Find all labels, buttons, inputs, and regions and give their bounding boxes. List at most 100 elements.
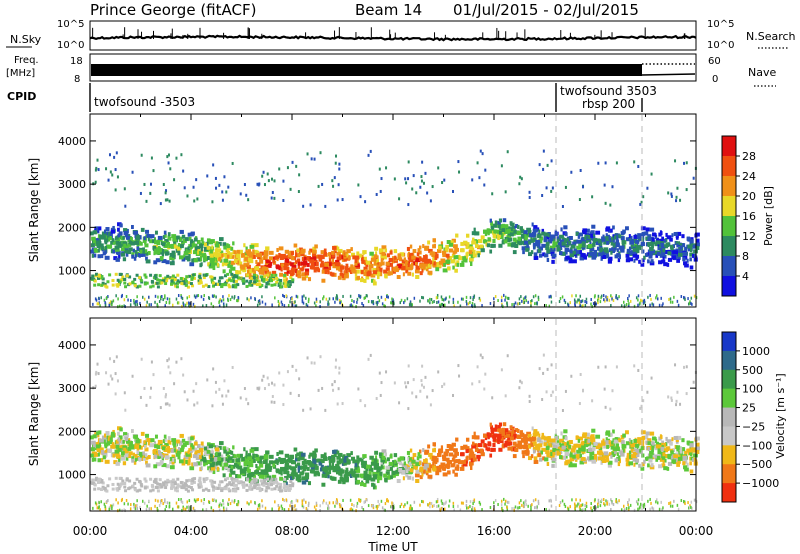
power-cell	[333, 249, 337, 254]
velocity-cell	[480, 439, 485, 444]
velocity-cell	[230, 470, 236, 475]
power-cell	[472, 298, 474, 302]
power-cell	[90, 276, 94, 280]
power-cell	[473, 227, 476, 232]
power-cell	[632, 247, 637, 252]
power-scatter	[90, 149, 700, 309]
power-cell	[442, 253, 446, 258]
velocity-cell	[125, 456, 129, 461]
power-cell	[212, 252, 216, 257]
power-cell	[186, 257, 191, 262]
power-cell	[616, 297, 619, 301]
velocity-cell	[560, 431, 563, 436]
power-cell	[120, 252, 126, 257]
velocity-cell	[396, 479, 401, 484]
velocity-cell	[235, 474, 239, 479]
cpid-program-2: twofsound 3503	[560, 84, 657, 98]
power-cell	[374, 246, 379, 251]
power-cell	[630, 239, 635, 244]
power-cell	[542, 167, 545, 171]
power-cell	[203, 242, 207, 247]
velocity-cell	[406, 464, 409, 469]
power-cell	[328, 302, 330, 306]
power-cell	[659, 238, 664, 243]
power-cell	[539, 253, 543, 258]
velocity-cell	[356, 459, 360, 464]
velocity-cell	[285, 481, 288, 486]
power-cell	[605, 295, 607, 299]
velocity-cell	[587, 436, 590, 441]
power-cell	[440, 259, 445, 264]
power-cell	[407, 271, 412, 276]
power-cell	[267, 179, 270, 183]
power-cell	[597, 298, 599, 302]
velocity-cell	[605, 437, 608, 442]
power-cell	[650, 172, 653, 176]
power-cell	[123, 281, 127, 285]
power-cell	[392, 256, 395, 261]
power-cell	[246, 273, 250, 277]
velocity-cell	[143, 477, 147, 481]
velocity-cell	[245, 483, 249, 487]
power-cell	[518, 297, 521, 301]
velocity-cell	[692, 448, 696, 453]
power-cell	[421, 268, 424, 273]
power-cell	[441, 297, 444, 301]
velocity-cell	[263, 454, 269, 459]
power-cell	[99, 243, 104, 248]
power-cell	[431, 251, 436, 256]
velocity-cell	[552, 441, 556, 446]
power-cell	[171, 303, 174, 307]
power-cell	[243, 263, 248, 268]
velocity-cell	[598, 451, 604, 456]
power-cell	[662, 302, 664, 306]
velocity-cell	[198, 481, 202, 485]
power-cell	[465, 245, 469, 250]
velocity-cell	[543, 438, 547, 443]
velocity-cell	[462, 460, 467, 465]
noise-right-label: N.Search	[746, 30, 796, 43]
power-cell	[433, 254, 437, 259]
velocity-cell	[378, 472, 383, 477]
power-cell	[265, 246, 270, 251]
velocity-cell	[96, 431, 100, 436]
velocity-cell	[681, 438, 685, 443]
power-cell	[639, 301, 641, 305]
velocity-cell	[547, 437, 550, 442]
power-cell	[294, 253, 298, 258]
power-cell	[217, 241, 222, 246]
velocity-cell	[290, 460, 295, 465]
power-cell	[625, 253, 630, 258]
power-cell	[615, 239, 620, 244]
power-cell	[215, 241, 219, 246]
power-cell	[342, 276, 346, 281]
velocity-cell	[288, 484, 292, 488]
power-cell	[528, 252, 533, 257]
velocity-cell	[349, 473, 353, 478]
power-cell	[304, 271, 310, 276]
power-cell	[229, 298, 232, 302]
velocity-cell	[197, 485, 201, 489]
velocity-cell	[356, 455, 360, 460]
power-cell	[154, 300, 156, 304]
power-cell	[552, 243, 557, 248]
power-cell	[419, 185, 422, 189]
velocity-cell	[145, 433, 150, 438]
power-cell	[259, 275, 263, 279]
power-colorbar-tick-label: 12	[742, 230, 756, 243]
power-cell	[365, 262, 369, 267]
power-cell	[476, 250, 481, 255]
power-cell	[377, 295, 379, 299]
velocity-cell	[469, 454, 473, 459]
velocity-cell	[115, 487, 119, 491]
velocity-cell	[207, 466, 210, 471]
velocity-cell	[109, 437, 113, 442]
power-cell	[670, 251, 674, 256]
power-cell	[282, 282, 286, 286]
velocity-cell	[620, 440, 625, 445]
power-cell	[500, 164, 503, 168]
power-cell	[474, 243, 479, 248]
velocity-cell	[211, 449, 214, 454]
power-cell	[658, 260, 663, 265]
power-cell	[164, 251, 170, 256]
